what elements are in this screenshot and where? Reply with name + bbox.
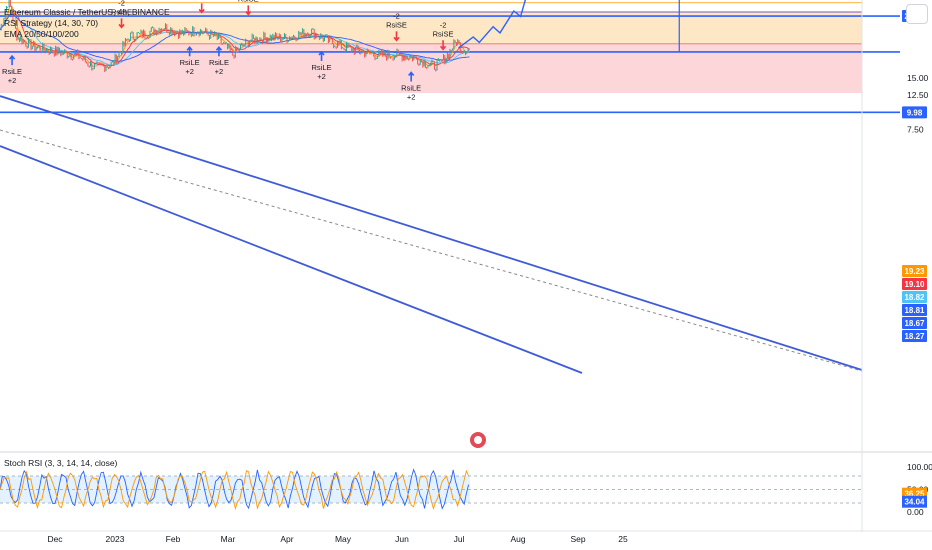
stoch-tick-label[interactable]: 100.00 [907,462,932,472]
price-badge-label: 18.81 [904,306,925,315]
stoch-line[interactable] [0,468,470,510]
price-badge-label: 18.27 [904,332,925,341]
price-badge-label: 18.82 [904,293,925,302]
price-badge-label: 19.23 [904,267,925,276]
signal-qty: -2 [393,11,400,20]
stoch-badge-label: 34.04 [904,498,925,507]
tradingview-logo-icon [470,432,486,448]
price-badge[interactable] [902,278,927,290]
projection-path[interactable] [458,0,553,49]
x-tick-label[interactable]: Dec [47,534,63,544]
expand-button[interactable] [906,4,928,24]
signal-qty: -2 [118,0,125,7]
dashed-trend-line[interactable] [0,129,863,372]
buy-arrow-icon [8,54,16,66]
signal-label: RsiSE [386,20,407,29]
ema-line[interactable] [0,13,470,62]
x-tick-label[interactable]: Jun [395,534,409,544]
stoch-badge-label: 36.25 [904,490,925,499]
signal-label: RsiLE [312,63,332,72]
sell-arrow-icon [118,18,125,29]
y-tick-label[interactable]: 15.00 [907,73,929,83]
signal-qty: +2 [407,93,416,102]
signal-label: RsiSE [191,0,212,1]
buy-arrow-icon [215,45,223,57]
symbol-title[interactable]: Ethereum Classic / TetherUS, 4h, BINANCE [4,7,170,17]
price-badge[interactable] [902,317,927,329]
price-badge-label: 19.10 [904,280,925,289]
price-badge-label: 18.67 [904,319,925,328]
price-badge[interactable] [902,106,927,119]
stoch-line[interactable] [0,469,470,511]
signal-label: RsiSE [111,7,132,16]
signal-rsile[interactable]: RsiLE+2 [209,45,229,76]
price-badge[interactable] [902,304,927,316]
signal-rsile[interactable]: RsiLE+2 [401,71,421,102]
sell-arrow-icon [393,31,400,42]
ema-line[interactable] [0,5,470,69]
signal-label: RsiSE [238,0,259,3]
x-tick-label[interactable]: Mar [221,534,236,544]
signal-label: RsiLE [2,67,22,76]
signal-qty: +2 [8,76,17,85]
sell-arrow-icon [245,5,252,16]
price-badge[interactable] [902,330,927,342]
sell-arrow-icon [198,3,205,14]
x-tick-label[interactable]: Aug [510,534,525,544]
signal-label: RsiLE [401,84,421,93]
price-badge-label: 9.98 [907,108,923,117]
signal-rsile[interactable]: RsiLE+2 [180,45,200,76]
x-tick-label[interactable]: 25 [618,534,628,544]
signal-label: RsiLE [209,58,229,67]
signal-qty: -2 [440,20,447,29]
buy-arrow-icon [408,71,415,82]
buy-arrow-icon [318,50,325,62]
strategy-label[interactable]: RSI Strategy (14, 30, 70) [4,18,99,28]
signal-qty: +2 [185,67,194,76]
price-badge[interactable] [902,291,927,303]
signal-label: RsiLE [180,58,200,67]
signal-rsile[interactable]: RsiLE+2 [312,50,332,81]
y-tick-label[interactable]: 7.50 [907,124,924,134]
chart-legend: Ethereum Classic / TetherUS, 4h, BINANCE… [4,7,170,40]
signal-qty: +2 [317,72,326,81]
stoch-badge[interactable] [902,495,927,508]
ema-label[interactable]: EMA 20/50/100/200 [4,29,79,39]
price-badge[interactable] [902,265,927,277]
signal-qty: +2 [215,67,224,76]
stoch-rsi-legend[interactable]: Stoch RSI (3, 3, 14, 14, close) [4,458,118,468]
signal-rsile[interactable]: RsiLE+2 [2,54,22,85]
x-tick-label[interactable]: Feb [166,534,181,544]
x-tick-label[interactable]: Apr [280,534,293,544]
trend-line[interactable] [0,95,863,371]
buy-arrow-icon [186,45,193,57]
ema-line[interactable] [0,13,470,66]
price-zone [0,12,862,44]
sell-arrow-icon [439,40,447,51]
x-tick-label[interactable]: Jul [454,534,465,544]
x-tick-label[interactable]: May [335,534,352,544]
x-tick-label[interactable]: Sep [570,534,585,544]
y-tick-label[interactable]: 12.50 [907,90,929,100]
stoch-tick-label[interactable]: 0.00 [907,507,924,517]
trend-line[interactable] [0,145,583,374]
x-tick-label[interactable]: 2023 [106,534,125,544]
signal-label: RsiSE [433,29,454,38]
